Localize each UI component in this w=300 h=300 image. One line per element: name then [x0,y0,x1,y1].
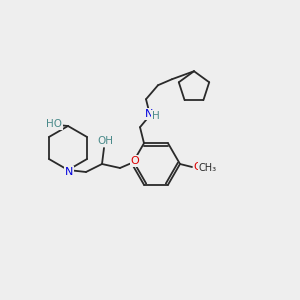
Text: CH₃: CH₃ [199,163,217,173]
Text: O: O [130,156,140,166]
Text: O: O [194,162,202,172]
Text: HO: HO [46,119,62,129]
Text: OH: OH [97,136,113,146]
Text: H: H [152,111,160,121]
Text: N: N [145,109,153,119]
Text: N: N [65,167,73,177]
